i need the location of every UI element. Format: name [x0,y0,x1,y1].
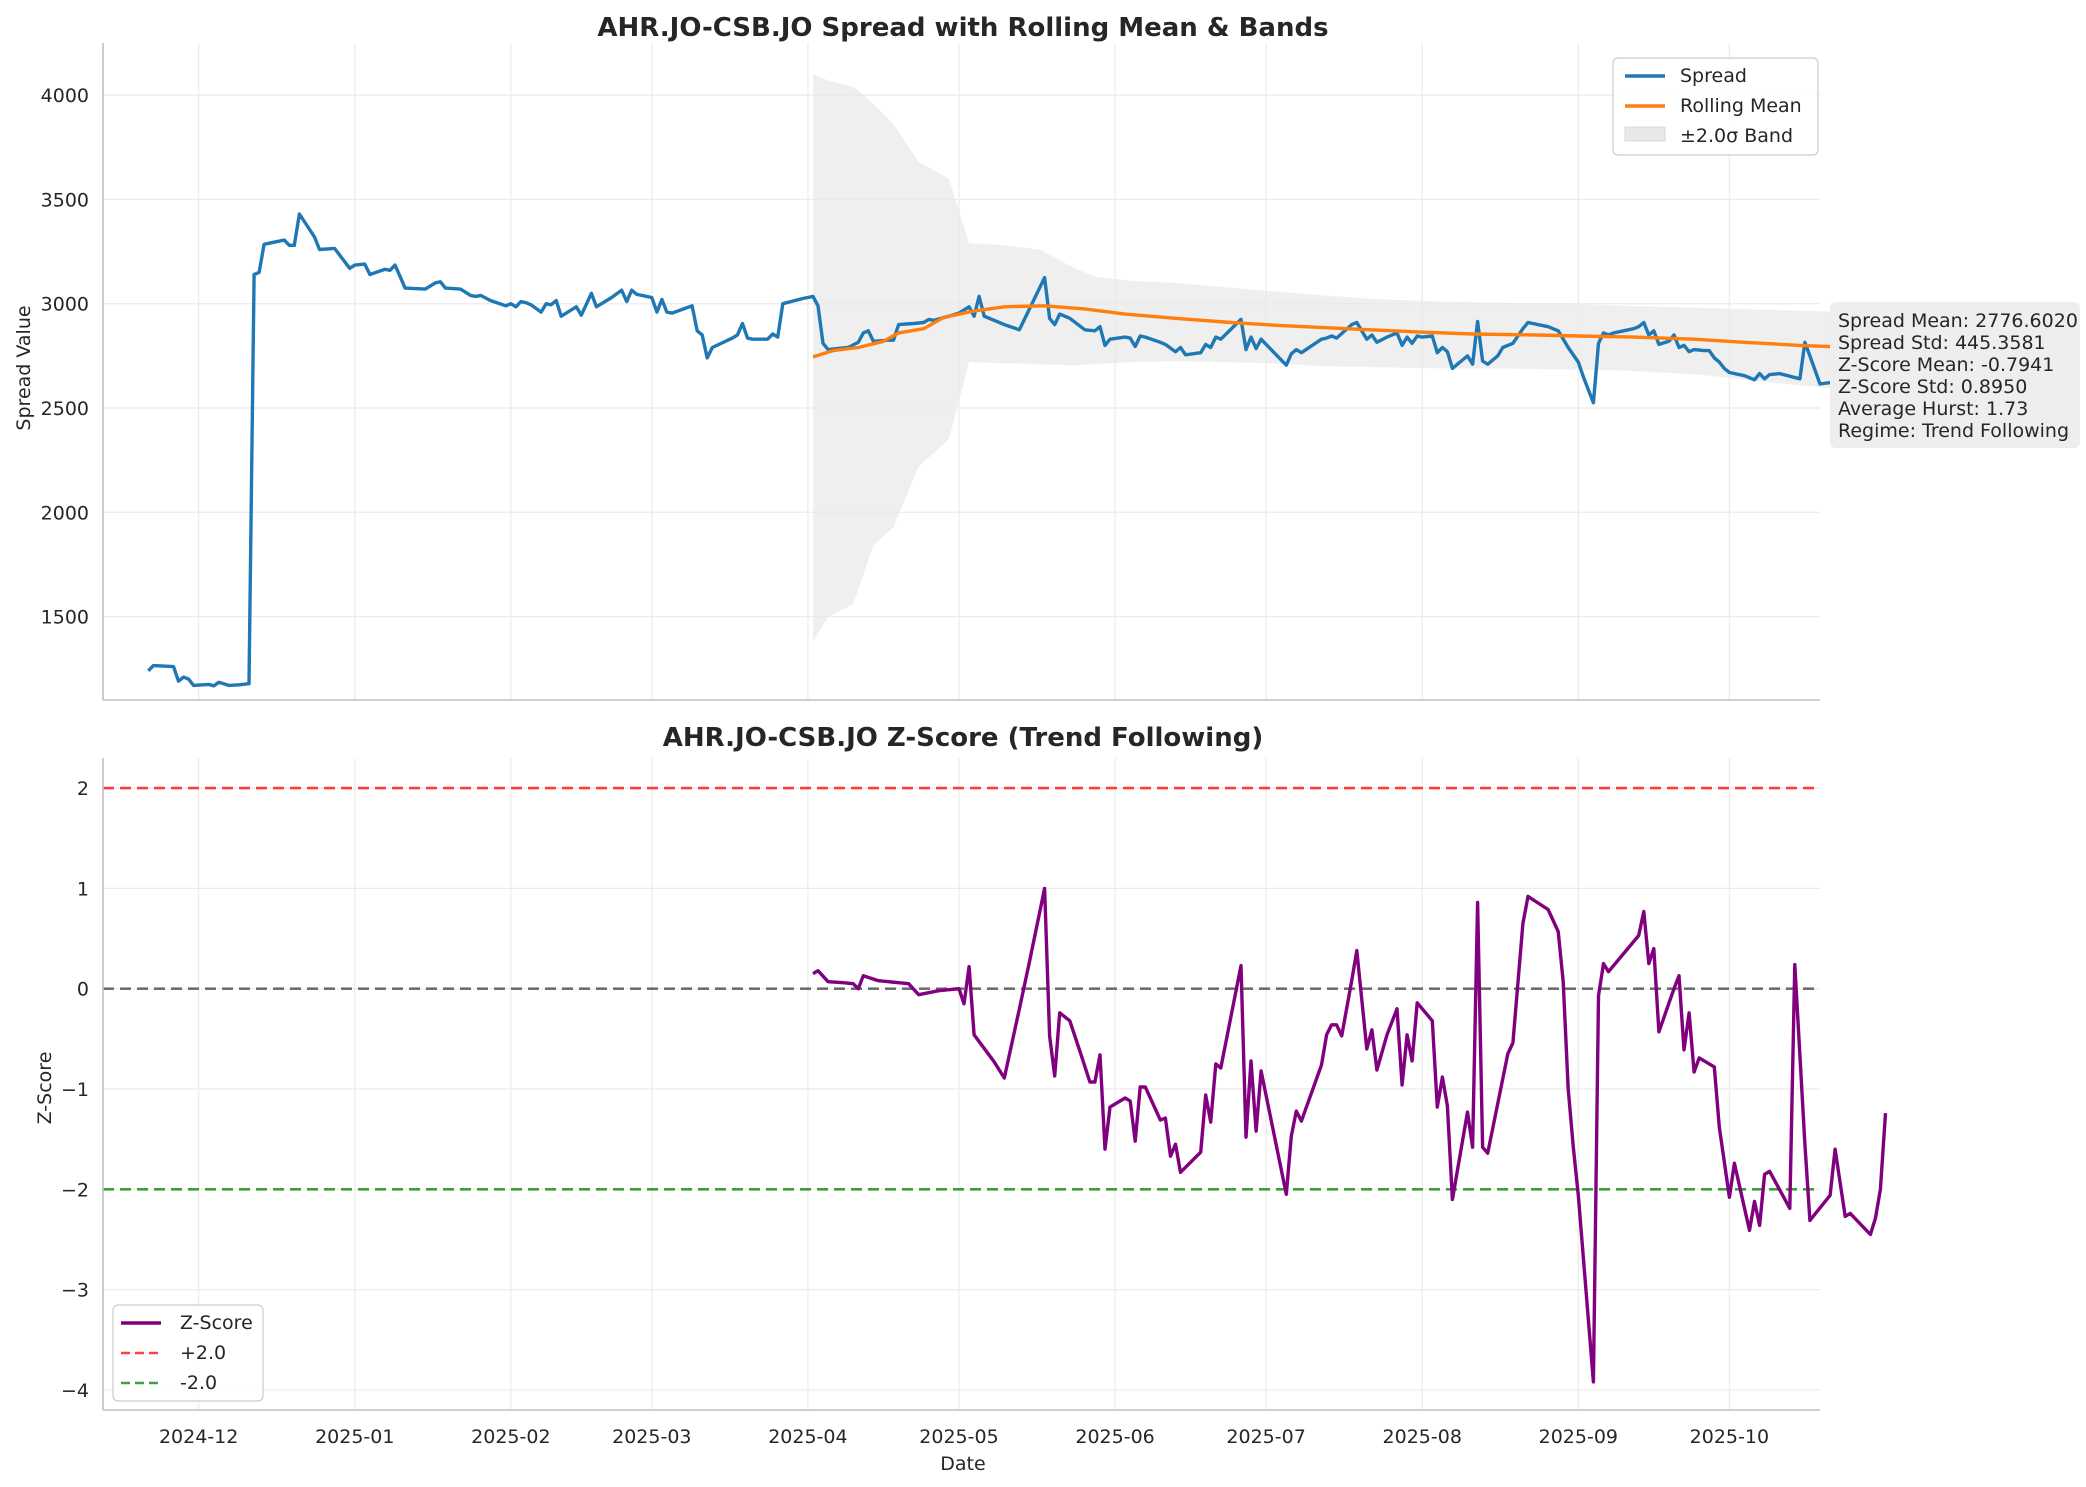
zscore-legend: Z-Score +2.0 -2.0 [112,1304,264,1402]
zscore-y-ticks: 2 1 0 −1 −2 −3 −4 [61,778,89,1402]
spread-axes [102,43,1820,701]
zscore-chart-title: AHR.JO-CSB.JO Z-Score (Trend Following) [663,723,1263,753]
y-tick-label: −4 [61,1380,89,1402]
spread-chart-title: AHR.JO-CSB.JO Spread with Rolling Mean &… [597,13,1328,43]
rolling-mean-line [812,304,1906,359]
y-tick-label: 2 [77,778,89,800]
zscore-y-axis-label: Z-Score [34,1052,56,1125]
spread-panel: 1500 2000 2500 3000 3500 4000 AHR.JO-CSB.JO S… [13,13,2080,701]
y-tick-label: −3 [61,1280,89,1302]
spread-grid [103,43,1820,700]
x-tick-label: 2024-12 [159,1426,238,1448]
x-tick-label: 2025-04 [768,1426,847,1448]
spread-y-ticks: 1500 2000 2500 3000 3500 4000 [41,85,89,628]
x-tick-label: 2025-09 [1539,1426,1618,1448]
legend-spread-label: Spread [1680,65,1747,87]
legend-zscore-label: Z-Score [180,1312,253,1334]
x-tick-label: 2025-08 [1383,1426,1462,1448]
x-tick-label: 2025-10 [1690,1426,1769,1448]
legend-mean-label: Rolling Mean [1680,95,1802,117]
zscore-panel: 2 1 0 −1 −2 −3 −4 2024-12 2025-01 2025-02 2025-03… [34,723,1888,1475]
x-axis-label: Date [940,1453,985,1475]
zscore-threshold-lines [103,786,1820,1191]
zscore-grid [103,758,1820,1410]
stat-spread-mean: Spread Mean: 2776.6020 [1838,310,2078,332]
legend-band-label: ±2.0σ Band [1680,125,1793,147]
zscore-x-ticks: 2024-12 2025-01 2025-02 2025-03 2025-04 2025-… [159,1426,1769,1448]
stat-average-hurst: Average Hurst: 1.73 [1838,398,2028,420]
x-tick-label: 2025-06 [1075,1426,1154,1448]
y-tick-label: 0 [77,979,89,1001]
y-tick-label: 3500 [41,189,89,211]
spread-y-axis-label: Spread Value [13,305,35,430]
y-tick-label: 3000 [41,294,89,316]
x-tick-label: 2025-05 [919,1426,998,1448]
x-tick-label: 2025-01 [315,1426,394,1448]
y-tick-label: 4000 [41,85,89,107]
spread-legend: Spread Rolling Mean ±2.0σ Band [1612,57,1819,156]
zscore-line [812,886,1888,1384]
stat-spread-std: Spread Std: 445.3581 [1838,332,2046,354]
sigma-band-area [813,74,1906,642]
stat-regime: Regime: Trend Following [1838,420,2069,442]
y-tick-label: 1500 [41,607,89,629]
y-tick-label: 2500 [41,398,89,420]
y-tick-label: 1 [77,878,89,900]
legend-upper-label: +2.0 [180,1342,226,1364]
y-tick-label: −2 [61,1179,89,1201]
zscore-axes [102,758,1820,1411]
stats-box: Spread Mean: 2776.6020 Spread Std: 445.3… [1830,302,2080,448]
stat-zscore-mean: Z-Score Mean: -0.7941 [1838,354,2054,376]
x-tick-label: 2025-02 [471,1426,550,1448]
legend-band-swatch [1624,126,1666,142]
y-tick-label: 2000 [41,502,89,524]
x-tick-label: 2025-03 [612,1426,691,1448]
stat-zscore-std: Z-Score Std: 0.8950 [1838,376,2027,398]
y-tick-label: −1 [61,1079,89,1101]
spread-line [147,212,1908,688]
x-tick-label: 2025-07 [1226,1426,1305,1448]
legend-lower-label: -2.0 [180,1372,217,1394]
